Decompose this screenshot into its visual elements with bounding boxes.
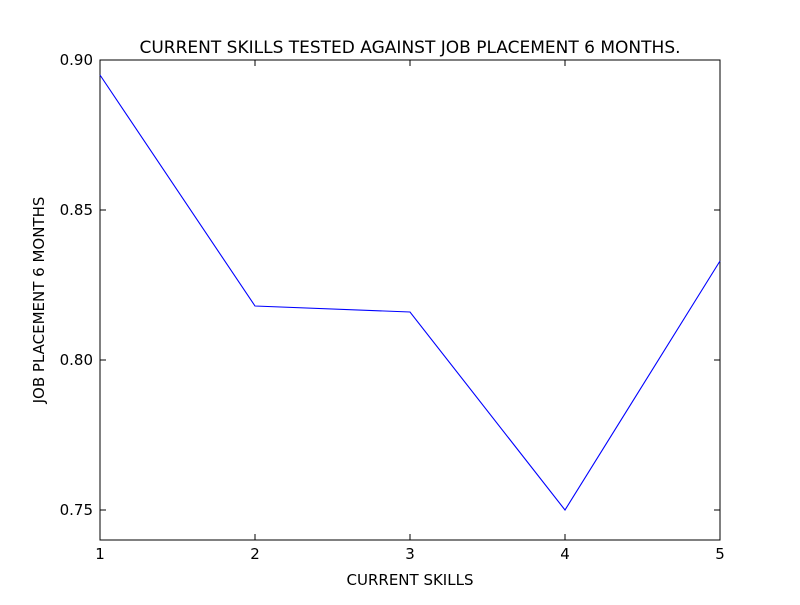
axis-ticks (100, 60, 720, 540)
x-tick-label: 1 (95, 545, 105, 563)
axis-tick-labels: 1 2 3 4 5 0.75 0.80 0.85 0.90 (60, 51, 725, 563)
series-line (100, 75, 720, 510)
y-tick-label: 0.90 (60, 51, 93, 69)
x-tick-label: 5 (715, 545, 725, 563)
x-axis-label: CURRENT SKILLS (347, 571, 474, 589)
plot-area-frame (100, 60, 720, 540)
y-tick-label: 0.80 (60, 351, 93, 369)
y-tick-label: 0.75 (60, 501, 93, 519)
series-layer (100, 75, 720, 510)
x-tick-label: 4 (560, 545, 570, 563)
y-axis-label: JOB PLACEMENT 6 MONTHS (30, 197, 48, 405)
x-tick-label: 2 (250, 545, 260, 563)
x-tick-label: 3 (405, 545, 415, 563)
chart-title: CURRENT SKILLS TESTED AGAINST JOB PLACEM… (139, 38, 680, 58)
y-tick-label: 0.85 (60, 201, 93, 219)
